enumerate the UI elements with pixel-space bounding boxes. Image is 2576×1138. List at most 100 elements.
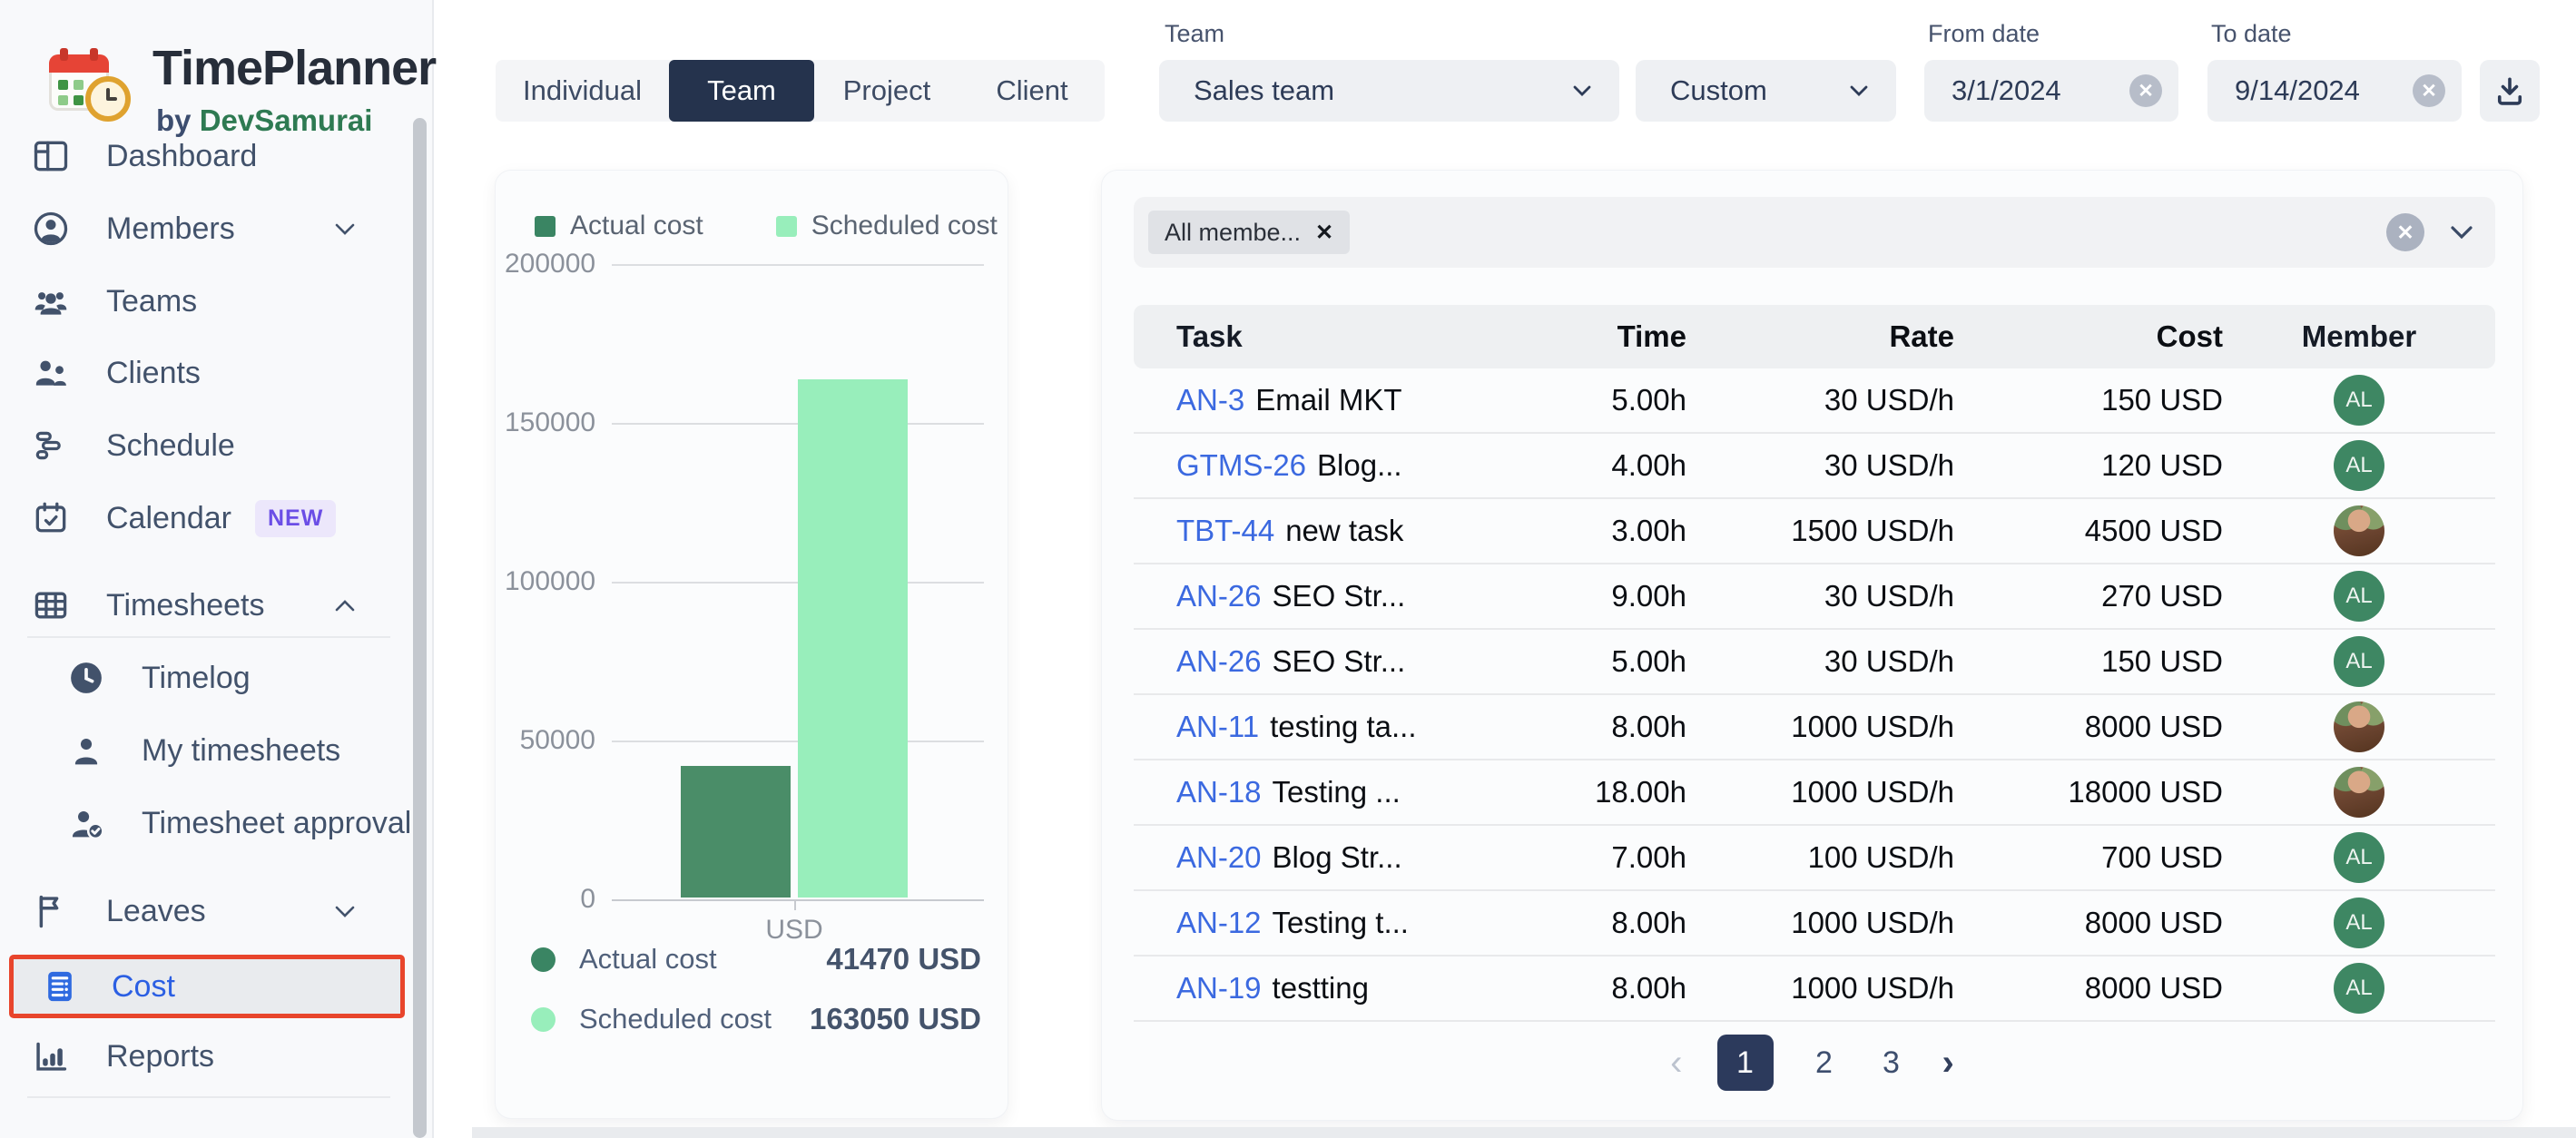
- table-row[interactable]: AN-11testing ta... 8.00h 1000 USD/h 8000…: [1134, 695, 2495, 760]
- clear-filter-icon[interactable]: ✕: [2386, 213, 2424, 251]
- chevron-down-icon[interactable]: [334, 905, 356, 918]
- export-download-button[interactable]: [2480, 60, 2540, 122]
- tab-individual[interactable]: Individual: [496, 60, 669, 122]
- date-range-select[interactable]: Custom: [1636, 60, 1896, 122]
- summary-actual-cost: Actual cost 41470 USD: [531, 941, 981, 977]
- app-title: TimePlanner: [152, 40, 436, 96]
- chevron-up-icon[interactable]: [334, 599, 356, 613]
- sidebar-item-members[interactable]: Members: [0, 196, 410, 261]
- clear-to-date-icon[interactable]: ✕: [2413, 74, 2445, 107]
- header-rate[interactable]: Rate: [1686, 319, 1954, 354]
- member-filter-select[interactable]: All membe... ✕ ✕: [1134, 197, 2495, 268]
- my-timesheets-icon: [65, 730, 107, 771]
- task-link[interactable]: AN-3: [1176, 383, 1244, 417]
- tab-team[interactable]: Team: [669, 60, 814, 122]
- table-header-row: Task Time Rate Cost Member: [1134, 305, 2495, 368]
- member-avatar[interactable]: AL: [2334, 440, 2384, 491]
- team-select[interactable]: Sales team: [1159, 60, 1619, 122]
- table-row[interactable]: TBT-44new task 3.00h 1500 USD/h 4500 USD: [1134, 499, 2495, 564]
- table-row[interactable]: AN-26SEO Str... 9.00h 30 USD/h 270 USD A…: [1134, 564, 2495, 630]
- sidebar-item-timesheet-approval[interactable]: Timesheet approval: [0, 790, 410, 856]
- sidebar-item-timelog[interactable]: Timelog: [0, 645, 410, 711]
- sidebar-item-leaves[interactable]: Leaves: [0, 878, 410, 944]
- from-date-input[interactable]: 3/1/2024 ✕: [1924, 60, 2178, 122]
- sidebar-item-reports[interactable]: Reports: [0, 1024, 410, 1089]
- header-time[interactable]: Time: [1460, 319, 1686, 354]
- timesheets-icon: [30, 584, 72, 626]
- task-link[interactable]: AN-18: [1176, 775, 1262, 809]
- y-tick-label: 150000: [505, 407, 595, 438]
- task-link[interactable]: AN-26: [1176, 644, 1262, 678]
- header-cost[interactable]: Cost: [1954, 319, 2223, 354]
- task-link[interactable]: AN-20: [1176, 840, 1262, 874]
- member-avatar[interactable]: AL: [2334, 636, 2384, 687]
- actual-cost-bar[interactable]: [681, 766, 791, 898]
- member-avatar[interactable]: AL: [2334, 571, 2384, 622]
- timelog-icon: [65, 657, 107, 699]
- sidebar-item-timesheets[interactable]: Timesheets: [0, 573, 410, 638]
- member-filter-chip[interactable]: All membe... ✕: [1148, 211, 1350, 254]
- sidebar-item-label: Schedule: [106, 428, 235, 464]
- member-avatar[interactable]: AL: [2334, 832, 2384, 883]
- gridline: [612, 264, 984, 266]
- sidebar-item-label: Calendar: [106, 501, 231, 536]
- y-tick-label: 50000: [505, 725, 595, 756]
- table-row[interactable]: AN-19testting 8.00h 1000 USD/h 8000 USD …: [1134, 957, 2495, 1022]
- member-avatar[interactable]: AL: [2334, 375, 2384, 426]
- task-link[interactable]: AN-26: [1176, 579, 1262, 613]
- sidebar-item-clients[interactable]: Clients: [0, 340, 410, 406]
- member-avatar-photo[interactable]: [2334, 505, 2384, 556]
- task-link[interactable]: TBT-44: [1176, 514, 1274, 547]
- task-link[interactable]: AN-12: [1176, 906, 1262, 939]
- chevron-down-icon[interactable]: [2450, 225, 2473, 240]
- table-row[interactable]: AN-3Email MKT 5.00h 30 USD/h 150 USD AL: [1134, 368, 2495, 434]
- pagination-page-1[interactable]: 1: [1717, 1035, 1774, 1091]
- download-icon: [2493, 74, 2526, 107]
- header-task[interactable]: Task: [1176, 319, 1460, 354]
- task-link[interactable]: AN-19: [1176, 971, 1262, 1005]
- to-date-label: To date: [2211, 20, 2292, 48]
- sidebar-item-label: Timesheets: [106, 588, 264, 623]
- chevron-down-icon[interactable]: [334, 222, 356, 236]
- leaves-flag-icon: [30, 890, 72, 932]
- legend-scheduled-cost: Scheduled cost: [776, 211, 998, 241]
- table-row[interactable]: AN-26SEO Str... 5.00h 30 USD/h 150 USD A…: [1134, 630, 2495, 695]
- actual-cost-swatch: [535, 216, 556, 237]
- clear-from-date-icon[interactable]: ✕: [2129, 74, 2162, 107]
- teams-icon: [30, 280, 72, 322]
- to-date-input[interactable]: 9/14/2024 ✕: [2207, 60, 2462, 122]
- sidebar-item-schedule[interactable]: Schedule: [0, 413, 410, 478]
- sidebar-item-dashboard[interactable]: Dashboard: [0, 123, 410, 189]
- pagination-page-2[interactable]: 2: [1808, 1045, 1841, 1081]
- table-row[interactable]: AN-20Blog Str... 7.00h 100 USD/h 700 USD…: [1134, 826, 2495, 891]
- task-link[interactable]: AN-11: [1176, 710, 1259, 743]
- sidebar-item-calendar[interactable]: Calendar NEW: [0, 486, 410, 551]
- pagination-prev-icon[interactable]: ‹: [1670, 1043, 1682, 1084]
- cost-chart-card: Actual cost Scheduled cost 200000 150000…: [495, 170, 1008, 1119]
- table-row[interactable]: AN-12Testing t... 8.00h 1000 USD/h 8000 …: [1134, 891, 2495, 957]
- pagination-next-icon[interactable]: ›: [1942, 1043, 1954, 1084]
- table-row[interactable]: AN-18Testing ... 18.00h 1000 USD/h 18000…: [1134, 760, 2495, 826]
- sidebar-item-label: Leaves: [106, 894, 206, 929]
- member-avatar-photo[interactable]: [2334, 767, 2384, 818]
- tab-project[interactable]: Project: [814, 60, 959, 122]
- sidebar-scrollbar[interactable]: [413, 118, 427, 1138]
- sidebar-item-label: Dashboard: [106, 139, 257, 174]
- scheduled-cost-bar[interactable]: [798, 379, 908, 898]
- member-avatar[interactable]: AL: [2334, 963, 2384, 1014]
- sidebar-item-cost[interactable]: Cost: [9, 955, 405, 1018]
- sidebar-item-my-timesheets[interactable]: My timesheets: [0, 718, 410, 783]
- remove-chip-icon[interactable]: ✕: [1315, 220, 1333, 246]
- scope-tabs: Individual Team Project Client: [496, 60, 1105, 122]
- y-tick-label: 100000: [505, 566, 595, 597]
- task-link[interactable]: GTMS-26: [1176, 448, 1306, 482]
- header-member[interactable]: Member: [2223, 319, 2495, 354]
- dashboard-icon: [30, 135, 72, 177]
- member-avatar-photo[interactable]: [2334, 701, 2384, 752]
- member-avatar[interactable]: AL: [2334, 898, 2384, 948]
- pagination-page-3[interactable]: 3: [1875, 1045, 1908, 1081]
- from-date-label: From date: [1928, 20, 2040, 48]
- table-row[interactable]: GTMS-26Blog... 4.00h 30 USD/h 120 USD AL: [1134, 434, 2495, 499]
- sidebar-item-teams[interactable]: Teams: [0, 269, 410, 334]
- tab-client[interactable]: Client: [959, 60, 1105, 122]
